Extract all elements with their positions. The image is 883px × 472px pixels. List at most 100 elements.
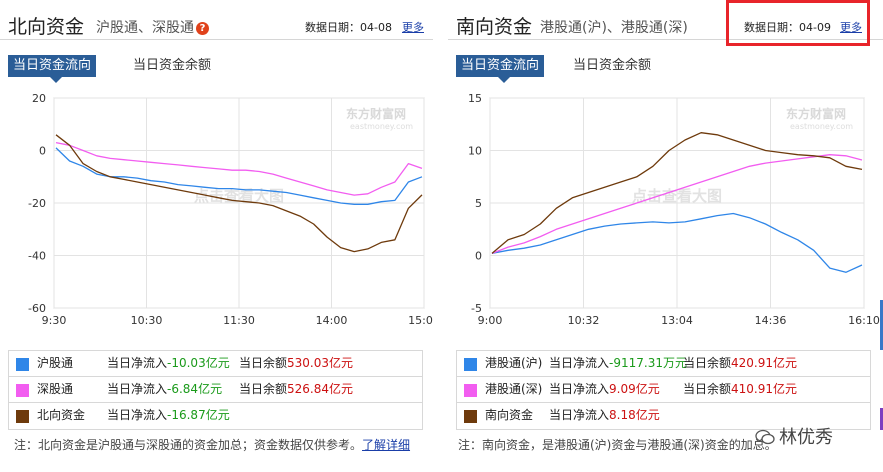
balance-value: 410.91亿元 [731,382,798,396]
south-subtitle: 港股通(沪)、港股通(深) [540,20,688,36]
north-header: 北向资金 沪股通、深股通? 数据日期：04-08 更多 [0,6,433,40]
north-subtitle: 沪股通、深股通? [96,17,209,37]
series-line [55,147,423,205]
x-tick-label: 10:32 [568,314,600,327]
flow-label: 当日净流入 [107,382,168,396]
south-legend: 港股通(沪) 当日净流入-9117.31万元 当日余额420.91亿元 港股通(深) 当… [456,350,871,430]
flow-value: -10.03亿元 [167,356,230,370]
legend-row[interactable]: 北向资金 当日净流入-16.87亿元 [9,403,422,429]
north-panel: 北向资金 沪股通、深股通? 数据日期：04-08 更多 当日资金流向 当日资金余… [0,0,433,472]
legend-swatch [16,358,29,371]
y-tick-label: 0 [475,250,482,263]
legend-name: 南向资金 [485,408,534,422]
x-tick-label: 14:00 [316,314,348,327]
north-note: 注：北向资金是沪股通与深股通的资金加总；资金数据仅供参考。了解详细 [14,438,411,452]
learn-more-link[interactable]: 了解详细 [362,438,411,452]
legend-balance: 当日余额526.84亿元 [239,377,353,402]
y-tick-label: -20 [28,197,46,210]
legend-swatch [464,358,477,371]
watermark-center: 点击查看大图 [194,187,284,205]
north-chart[interactable]: 20 0 -20 -40 -609:30 10:30 11:30 14:00 15:00 东方财富… [0,80,433,340]
legend-row[interactable]: 港股通(深) 当日净流入9.09亿元 当日余额410.91亿元 [457,377,870,403]
y-tick-label: -60 [28,302,46,315]
edge-marker [880,300,883,350]
balance-label: 当日余额 [683,356,732,370]
north-date: 数据日期：04-08 [305,21,392,34]
legend-balance: 当日余额530.03亿元 [239,351,353,376]
edge-marker [880,408,883,430]
flow-label: 当日净流入 [107,356,168,370]
legend-swatch [16,384,29,397]
legend-name: 港股通(沪) [485,356,543,370]
north-more-link[interactable]: 更多 [402,21,424,34]
wechat-icon [755,429,775,445]
legend-name: 北向资金 [37,408,86,422]
legend-name: 沪股通 [37,356,74,370]
x-tick-label: 14:36 [755,314,787,327]
south-title: 南向资金 [456,16,533,38]
x-tick-label: 9:00 [478,314,503,327]
legend-flow: 当日净流入-16.87亿元 [107,403,230,428]
wechat-watermark: 林优秀 [755,423,833,449]
legend-row[interactable]: 南向资金 当日净流入8.18亿元 [457,403,870,429]
legend-flow: 当日净流入9.09亿元 [549,377,660,402]
x-tick-label: 15:00 [408,314,433,327]
flow-value: -6.84亿元 [167,382,223,396]
date-highlight-box [726,0,870,46]
flow-label: 当日净流入 [107,408,168,422]
tab-north-flow[interactable]: 当日资金流向 [8,55,97,83]
balance-label: 当日余额 [239,382,288,396]
balance-label: 当日余额 [239,356,288,370]
tab-north-balance[interactable]: 当日资金余额 [133,58,212,73]
legend-name: 港股通(深) [485,382,543,396]
y-tick-label: 0 [39,145,46,158]
flow-value: 8.18亿元 [609,408,660,422]
watermark-logo: 东方财富网 [346,106,406,121]
north-legend: 沪股通 当日净流入-10.03亿元 当日余额530.03亿元 深股通 当日净流入-6.8… [8,350,423,430]
legend-balance: 当日余额410.91亿元 [683,377,797,402]
watermark-logo: 东方财富网 [786,106,846,121]
balance-label: 当日余额 [683,382,732,396]
south-panel: 南向资金 港股通(沪)、港股通(深) 数据日期：04-09 更多 当日资金流向 … [448,0,883,472]
legend-balance: 当日余额420.91亿元 [683,351,797,376]
series-line [491,212,863,273]
series-line [55,141,423,196]
south-date: 数据日期：04-09 [744,21,831,34]
y-tick-label: 10 [468,145,482,158]
y-tick-label: 20 [32,92,46,105]
tab-south-balance[interactable]: 当日资金余额 [573,58,652,73]
flow-value: -16.87亿元 [167,408,230,422]
series-line [55,134,423,253]
x-tick-label: 11:30 [223,314,255,327]
south-more-link[interactable]: 更多 [840,21,862,34]
watermark-center: 点击查看大图 [632,187,722,205]
legend-flow: 当日净流入8.18亿元 [549,403,660,428]
flow-value: -9117.31万元 [609,356,687,370]
x-tick-label: 16:10 [848,314,880,327]
flow-value: 9.09亿元 [609,382,660,396]
legend-swatch [464,410,477,423]
legend-row[interactable]: 沪股通 当日净流入-10.03亿元 当日余额530.03亿元 [9,351,422,377]
legend-swatch [464,384,477,397]
legend-flow: 当日净流入-9117.31万元 [549,351,687,376]
x-tick-label: 9:30 [42,314,67,327]
tab-south-flow[interactable]: 当日资金流向 [456,55,545,83]
legend-row[interactable]: 深股通 当日净流入-6.84亿元 当日余额526.84亿元 [9,377,422,403]
legend-flow: 当日净流入-6.84亿元 [107,377,222,402]
legend-flow: 当日净流入-10.03亿元 [107,351,230,376]
help-icon[interactable]: ? [196,22,209,35]
legend-name: 深股通 [37,382,74,396]
balance-value: 420.91亿元 [731,356,798,370]
south-chart[interactable]: 15 10 5 0 -59:00 10:32 13:04 14:36 16:10 东方财富网eas… [448,80,883,340]
flow-label: 当日净流入 [549,356,610,370]
flow-label: 当日净流入 [549,408,610,422]
watermark-sub: eastmoney.com [350,122,413,131]
north-title: 北向资金 [8,16,85,38]
balance-value: 530.03亿元 [287,356,354,370]
legend-row[interactable]: 港股通(沪) 当日净流入-9117.31万元 当日余额420.91亿元 [457,351,870,377]
y-tick-label: -5 [471,302,482,315]
x-tick-label: 10:30 [131,314,163,327]
legend-swatch [16,410,29,423]
south-header: 南向资金 港股通(沪)、港股通(深) 数据日期：04-09 更多 [448,6,883,40]
watermark-sub: eastmoney.com [790,122,853,131]
